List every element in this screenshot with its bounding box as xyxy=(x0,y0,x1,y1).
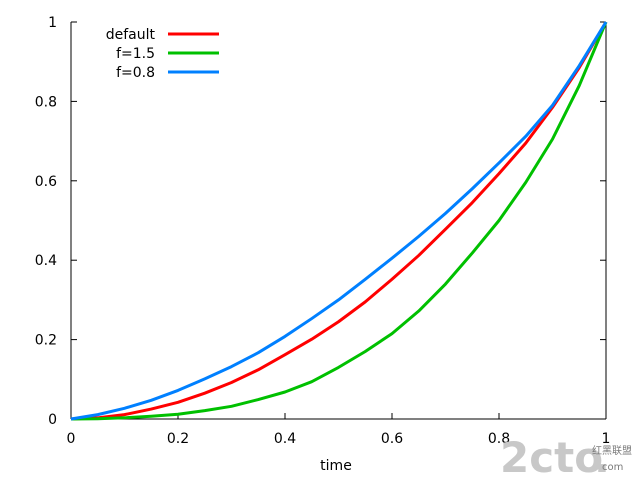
legend-label-f08: f=0.8 xyxy=(116,65,155,81)
legend: default f=1.5 f=0.8 xyxy=(106,27,219,81)
series-line-0 xyxy=(70,21,608,421)
y-tick-label: 0.4 xyxy=(35,253,57,269)
x-tick-label: 0.6 xyxy=(381,431,403,447)
watermark-logo-text: 2cto xyxy=(500,433,603,480)
plot-frame xyxy=(70,22,607,420)
watermark-logo: 2cto . com 红黑联盟 xyxy=(500,433,632,480)
y-ticks: 0 0.2 0.4 0.6 0.8 1 xyxy=(35,15,606,428)
legend-label-default: default xyxy=(106,27,156,43)
watermark-caption: 红黑联盟 xyxy=(592,444,632,457)
x-tick-label: 0.4 xyxy=(274,431,296,447)
y-tick-label: 0.2 xyxy=(35,333,57,349)
x-axis-label: time xyxy=(320,458,352,474)
y-tick-label: 0.6 xyxy=(35,174,57,190)
x-ticks: 0 0.2 0.4 0.6 0.8 1 xyxy=(67,413,611,447)
y-tick-label: 0 xyxy=(48,412,57,428)
series-line-2 xyxy=(70,21,608,421)
x-tick-label: 0.8 xyxy=(488,431,510,447)
watermark-logo-dot: . xyxy=(594,433,610,480)
x-tick-label: 0.2 xyxy=(167,431,189,447)
legend-label-f15: f=1.5 xyxy=(116,46,155,62)
series-line-1 xyxy=(70,21,608,421)
series-layer xyxy=(70,21,608,421)
y-tick-label: 1 xyxy=(48,15,57,31)
y-tick-label: 0.8 xyxy=(35,94,57,110)
watermark-logo-suffix: com xyxy=(602,462,623,473)
x-tick-label: 0 xyxy=(67,431,76,447)
x-tick-label: 1 xyxy=(602,431,611,447)
